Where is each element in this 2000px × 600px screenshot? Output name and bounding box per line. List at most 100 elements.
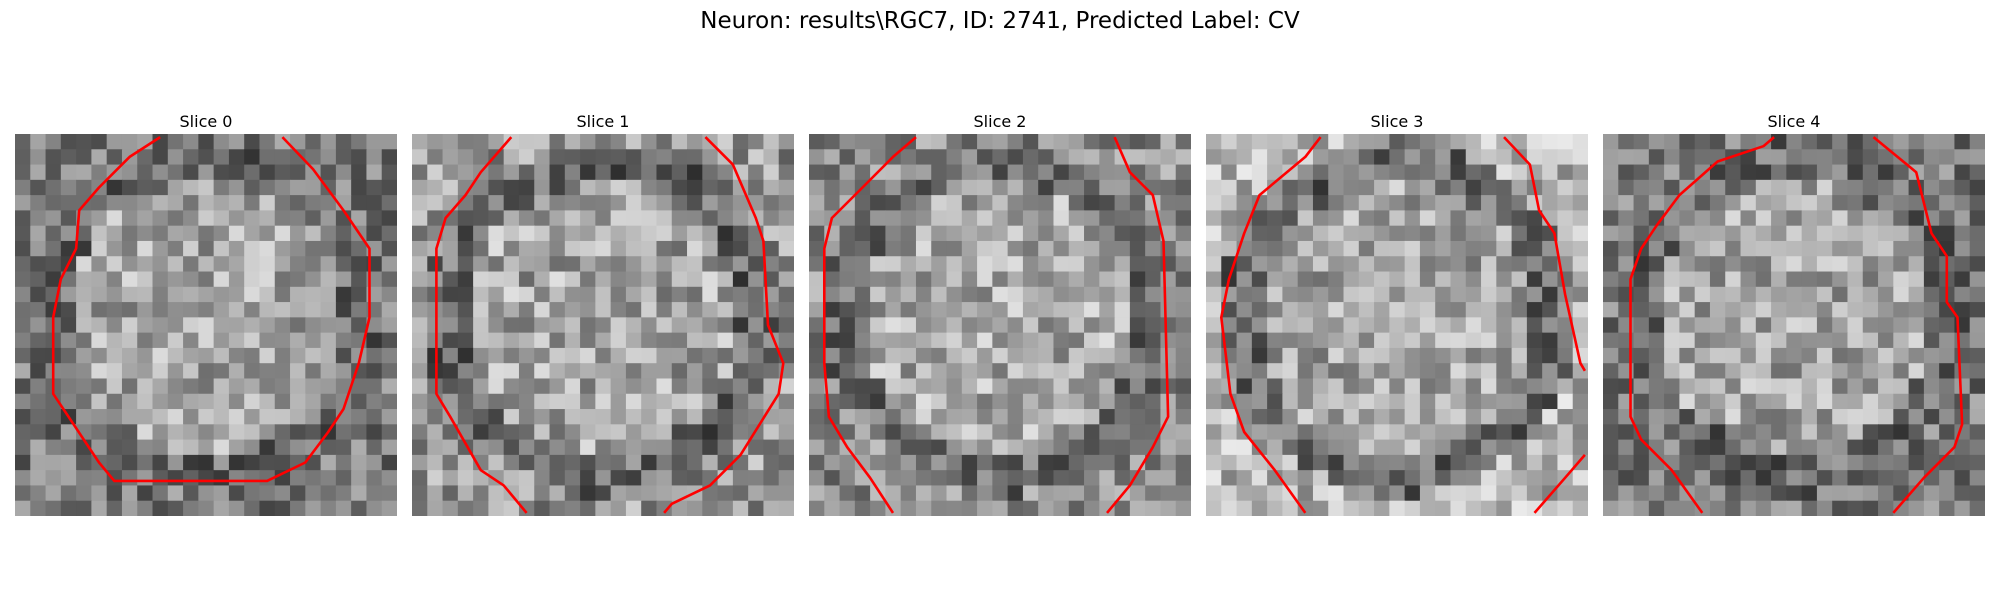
pixel — [1542, 378, 1559, 395]
pixel — [1648, 317, 1665, 334]
pixel — [977, 439, 993, 456]
pixel — [335, 500, 352, 516]
pixel — [1450, 134, 1467, 150]
pixel — [702, 332, 719, 349]
pixel — [106, 424, 123, 441]
pixel — [1022, 225, 1039, 242]
pixel — [1129, 378, 1146, 395]
pixel — [671, 424, 688, 441]
pixel — [1572, 485, 1588, 502]
pixel — [473, 302, 489, 318]
pixel — [60, 271, 77, 288]
pixel — [1038, 454, 1055, 471]
pixel — [1816, 500, 1833, 516]
pixel — [1007, 500, 1024, 516]
pixel — [1878, 195, 1894, 211]
pixel — [1267, 363, 1283, 380]
pixel — [1572, 210, 1588, 227]
pixel — [763, 363, 780, 380]
pixel — [1053, 378, 1070, 395]
pixel — [900, 409, 917, 425]
pixel — [1511, 439, 1528, 456]
pixel — [518, 332, 535, 349]
pixel — [763, 500, 780, 516]
pixel — [1572, 164, 1588, 181]
pixel — [580, 302, 596, 318]
pixel — [961, 195, 978, 211]
pixel — [931, 393, 948, 410]
pixel — [1633, 149, 1650, 166]
pixel — [183, 454, 199, 471]
pixel — [1923, 179, 1940, 196]
pixel — [76, 332, 92, 349]
pixel — [549, 424, 566, 441]
pixel — [1923, 256, 1940, 273]
pixel — [457, 134, 474, 150]
pixel — [977, 179, 993, 196]
pixel — [1038, 195, 1055, 211]
pixel — [106, 347, 123, 364]
pixel — [549, 302, 566, 318]
pixel — [778, 485, 794, 502]
pixel — [1145, 347, 1162, 364]
pixel — [1572, 393, 1588, 410]
pixel — [167, 378, 184, 395]
pixel — [1755, 393, 1772, 410]
pixel — [1160, 286, 1177, 303]
pixel — [595, 195, 612, 211]
pixel — [1022, 256, 1039, 273]
pixel — [228, 439, 245, 456]
pixel — [152, 347, 169, 364]
pixel — [1297, 302, 1314, 318]
pixel — [687, 424, 703, 441]
pixel — [351, 485, 368, 502]
pixel — [1297, 454, 1314, 471]
pixel — [1664, 347, 1680, 364]
pixel — [946, 363, 963, 380]
pixel — [1053, 347, 1070, 364]
pixel — [1664, 409, 1680, 425]
pixel — [1496, 378, 1513, 395]
pixel — [198, 302, 215, 318]
pixel — [564, 179, 581, 196]
pixel — [1084, 195, 1100, 211]
slice-image — [412, 134, 794, 516]
pixel — [290, 225, 306, 242]
pixel — [1878, 134, 1894, 150]
pixel — [1221, 363, 1238, 380]
pixel — [1893, 134, 1910, 150]
pixel — [1679, 317, 1696, 334]
pixel — [198, 500, 215, 516]
pixel — [30, 424, 47, 441]
pixel — [732, 149, 749, 166]
pixel — [1084, 149, 1100, 166]
pixel — [45, 439, 62, 456]
pixel — [1312, 286, 1329, 303]
pixel — [687, 179, 703, 196]
pixel — [809, 256, 825, 273]
pixel — [1664, 286, 1680, 303]
pixel — [381, 500, 397, 516]
pixel — [625, 225, 642, 242]
pixel — [656, 454, 673, 471]
pixel — [625, 393, 642, 410]
pixel — [1481, 424, 1497, 441]
pixel — [427, 500, 444, 516]
pixel — [412, 485, 428, 502]
pixel — [717, 195, 734, 211]
pixel — [1755, 225, 1772, 242]
pixel — [717, 256, 734, 273]
pixel — [1084, 240, 1100, 257]
pixel — [1160, 225, 1177, 242]
pixel — [748, 454, 765, 471]
pixel — [946, 485, 963, 502]
pixel — [488, 332, 505, 349]
pixel — [1419, 164, 1436, 181]
pixel — [1908, 439, 1925, 456]
pixel — [1419, 271, 1436, 288]
pixel — [885, 210, 902, 227]
pixel — [15, 500, 31, 516]
pixel — [1893, 317, 1910, 334]
pixel — [1786, 149, 1803, 166]
pixel — [671, 271, 688, 288]
